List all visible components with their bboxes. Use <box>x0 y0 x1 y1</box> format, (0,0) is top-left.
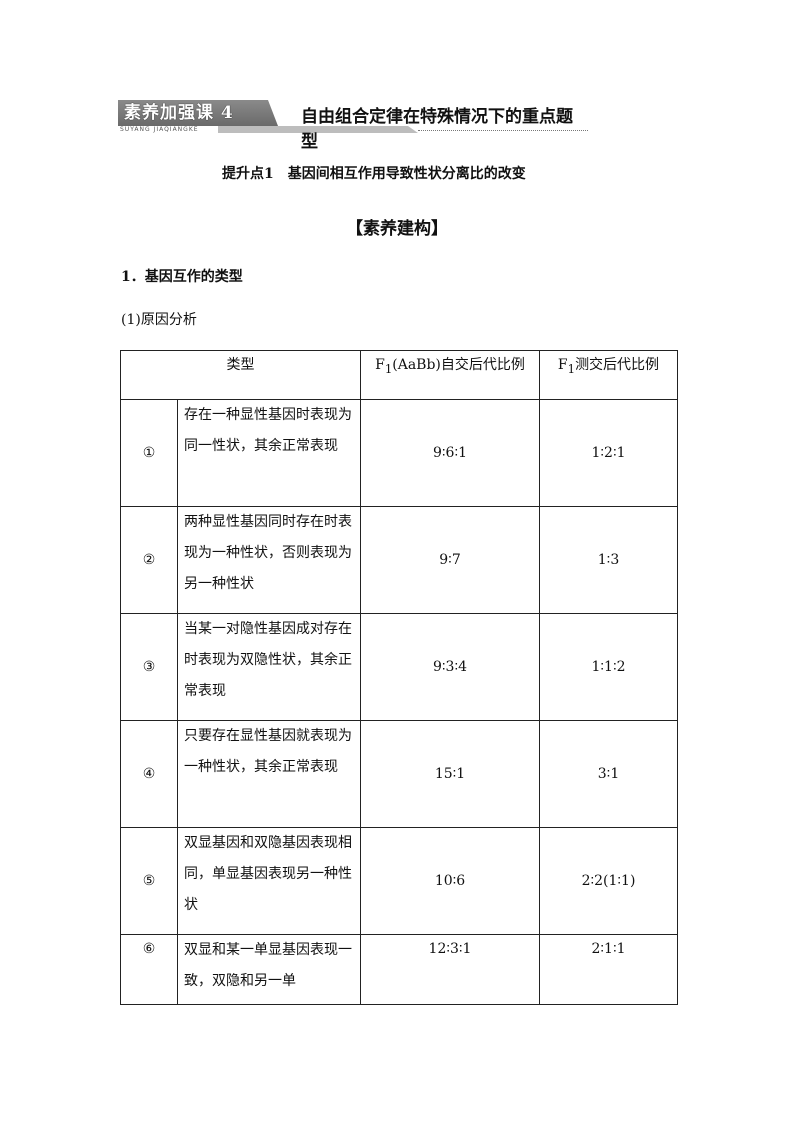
test-cross-ratio: 2∶1∶1 <box>539 934 678 1005</box>
self-cross-ratio: 9∶6∶1 <box>360 399 540 507</box>
table-row: ⑥ 双显和某一单显基因表现一致，双隐和另一单 12∶3∶1 2∶1∶1 <box>120 934 678 1005</box>
row-number: ⑥ <box>120 934 178 1005</box>
table-row: ③ 当某一对隐性基因成对存在时表现为双隐性状，其余正常表现 9∶3∶4 1∶1∶2 <box>120 613 678 721</box>
self-cross-ratio: 12∶3∶1 <box>360 934 540 1005</box>
row-number: ③ <box>120 613 178 721</box>
banner-badge: 素养加强课 4 <box>118 100 278 126</box>
heading-2: (1)原因分析 <box>121 312 197 328</box>
row-number: ⑤ <box>120 827 178 935</box>
table-row: ④ 只要存在显性基因就表现为一种性状，其余正常表现 15∶1 3∶1 <box>120 720 678 828</box>
row-number: ② <box>120 506 178 614</box>
header-type: 类型 <box>120 350 361 400</box>
self-cross-ratio: 15∶1 <box>360 720 540 828</box>
row-number: ④ <box>120 720 178 828</box>
table-row: ⑤ 双显基因和双隐基因表现相同，单显基因表现另一种性状 10∶6 2∶2(1∶1) <box>120 827 678 935</box>
banner-title: 自由组合定律在特殊情况下的重点题型 <box>301 107 573 152</box>
row-description: 两种显性基因同时存在时表现为一种性状，否则表现为另一种性状 <box>177 506 361 614</box>
test-cross-ratio: 3∶1 <box>539 720 678 828</box>
banner-stripe <box>218 126 418 133</box>
row-description: 只要存在显性基因就表现为一种性状，其余正常表现 <box>177 720 361 828</box>
self-cross-ratio: 9∶7 <box>360 506 540 614</box>
bracket-title: 【素养建构】 <box>346 219 448 239</box>
row-description: 当某一对隐性基因成对存在时表现为双隐性状，其余正常表现 <box>177 613 361 721</box>
table-row: ② 两种显性基因同时存在时表现为一种性状，否则表现为另一种性状 9∶7 1∶3 <box>120 506 678 614</box>
banner-dots <box>418 130 588 131</box>
heading-1: 1．基因互作的类型 <box>121 269 243 285</box>
chapter-banner: 素养加强课 4 SUYANG JIAQIANGKE 自由组合定律在特殊情况下的重… <box>118 100 588 152</box>
header-test-cross: F1测交后代比例 <box>539 350 678 400</box>
row-description: 存在一种显性基因时表现为同一性状，其余正常表现 <box>177 399 361 507</box>
test-cross-ratio: 2∶2(1∶1) <box>539 827 678 935</box>
row-number: ① <box>120 399 178 507</box>
self-cross-ratio: 9∶3∶4 <box>360 613 540 721</box>
row-description: 双显基因和双隐基因表现相同，单显基因表现另一种性状 <box>177 827 361 935</box>
self-cross-ratio: 10∶6 <box>360 827 540 935</box>
header-self-cross: F1(AaBb)自交后代比例 <box>360 350 540 400</box>
test-cross-ratio: 1∶2∶1 <box>539 399 678 507</box>
section-title: 提升点1 基因间相互作用导致性状分离比的改变 <box>222 166 526 182</box>
table-row: ① 存在一种显性基因时表现为同一性状，其余正常表现 9∶6∶1 1∶2∶1 <box>120 399 678 507</box>
test-cross-ratio: 1∶1∶2 <box>539 613 678 721</box>
row-description: 双显和某一单显基因表现一致，双隐和另一单 <box>177 934 361 1005</box>
gene-interaction-table: 类型 F1(AaBb)自交后代比例 F1测交后代比例 ① 存在一种显性基因时表现为… <box>120 350 678 1005</box>
test-cross-ratio: 1∶3 <box>539 506 678 614</box>
table-header-row: 类型 F1(AaBb)自交后代比例 F1测交后代比例 <box>120 350 678 400</box>
banner-subtitle: SUYANG JIAQIANGKE <box>120 126 199 133</box>
